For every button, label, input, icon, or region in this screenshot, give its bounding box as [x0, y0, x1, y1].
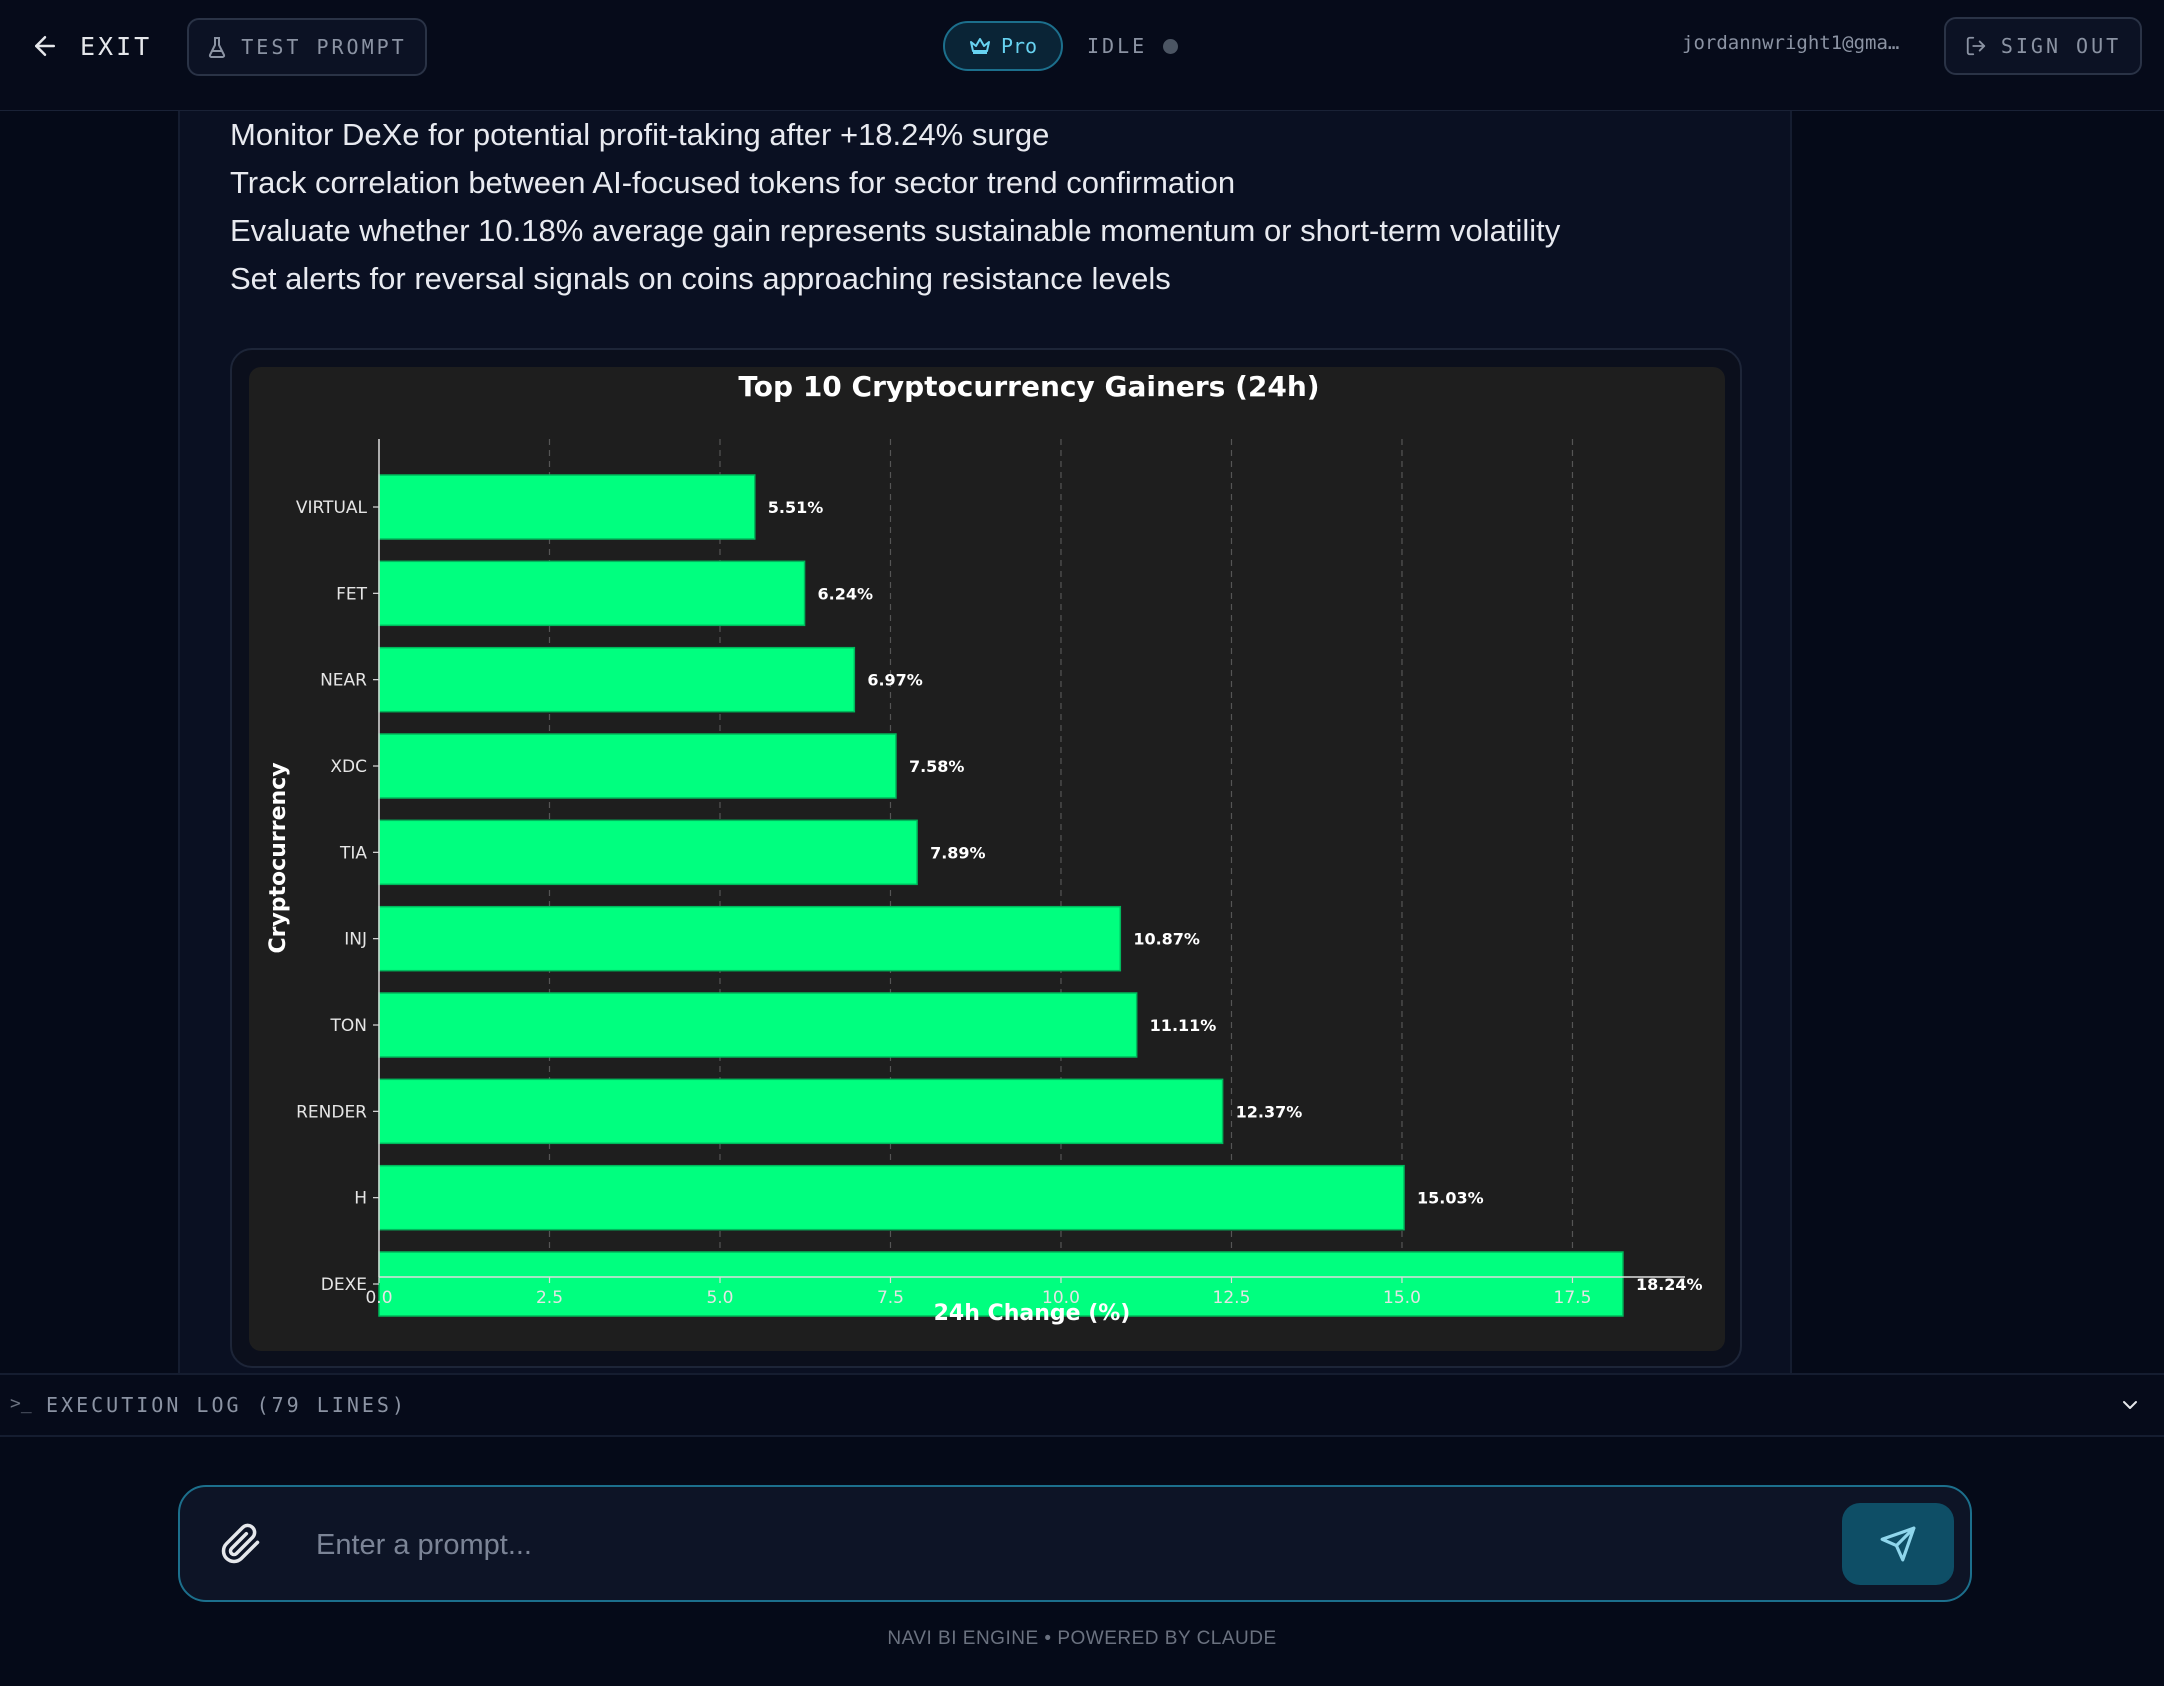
bar — [378, 819, 918, 886]
y-tick-label: XDC — [330, 757, 367, 777]
paperclip-icon[interactable] — [220, 1523, 262, 1565]
y-tick-label: TIA — [339, 843, 367, 863]
status-dot-icon — [1163, 38, 1179, 54]
y-tick-label: INJ — [344, 930, 367, 950]
x-axis-label: 24h Change (%) — [934, 1301, 1131, 1326]
data-label: 5.51% — [768, 498, 824, 517]
flask-icon — [209, 37, 226, 58]
y-tick-label: NEAR — [320, 671, 367, 691]
bar — [378, 1164, 1405, 1231]
top-bar: EXIT TEST PROMPT Pro IDLE jordannwright1… — [0, 0, 2164, 111]
exit-label: EXIT — [80, 31, 153, 61]
bar — [378, 905, 1122, 972]
bar — [378, 560, 806, 627]
x-tick-label: 15.0 — [1383, 1288, 1421, 1308]
data-label: 10.87% — [1133, 930, 1200, 949]
chart-title: Top 10 Cryptocurrency Gainers (24h) — [738, 370, 1319, 403]
crown-icon — [969, 38, 990, 54]
terminal-icon: >_ — [10, 1393, 32, 1414]
sign-out-button[interactable]: SIGN OUT — [1944, 17, 2142, 75]
x-tick-label: 0.0 — [365, 1288, 392, 1308]
execution-log-label: EXECUTION LOG (79 LINES) — [46, 1393, 407, 1417]
exit-button[interactable]: EXIT — [30, 26, 152, 66]
data-label: 15.03% — [1417, 1189, 1484, 1208]
data-label: 6.24% — [818, 584, 874, 603]
y-tick-label: DEXE — [321, 1275, 367, 1295]
bar — [378, 733, 897, 799]
insights-list: Monitor DeXe for potential profit-taking… — [230, 111, 1730, 303]
footer-text: NAVI BI ENGINE • POWERED BY CLAUDE — [887, 1628, 1277, 1649]
y-axis-label: Cryptocurrency — [266, 762, 291, 953]
x-tick-label: 7.5 — [877, 1288, 904, 1308]
data-label: 7.58% — [909, 757, 965, 776]
chart-card: Top 10 Cryptocurrency Gainers (24h) 5.51%… — [230, 348, 1742, 1368]
sign-out-label: SIGN OUT — [2000, 34, 2122, 58]
list-item: Evaluate whether 10.18% average gain rep… — [230, 213, 1561, 248]
y-tick-label: FET — [336, 584, 368, 604]
arrow-left-icon — [35, 36, 55, 56]
list-item: Track correlation between AI-focused tok… — [230, 165, 1236, 200]
test-prompt-button[interactable]: TEST PROMPT — [187, 18, 427, 76]
data-label: 18.24% — [1636, 1275, 1703, 1294]
plan-label: Pro — [1000, 34, 1038, 58]
bar — [378, 1078, 1224, 1145]
bar — [378, 1251, 1624, 1317]
y-tick-label: VIRTUAL — [296, 498, 368, 518]
data-label: 7.89% — [930, 843, 986, 862]
list-item: Monitor DeXe for potential profit-taking… — [230, 117, 1050, 152]
bar — [378, 646, 856, 713]
data-label: 11.11% — [1150, 1016, 1217, 1035]
chevron-down-icon[interactable] — [2118, 1393, 2142, 1417]
chart-container: Top 10 Cryptocurrency Gainers (24h) 5.51%… — [249, 367, 1725, 1351]
bar — [378, 992, 1138, 1058]
y-tick-label: RENDER — [296, 1102, 367, 1122]
x-tick-label: 2.5 — [536, 1288, 563, 1308]
send-icon — [1880, 1526, 1916, 1562]
bar-chart: Top 10 Cryptocurrency Gainers (24h) 5.51%… — [266, 370, 1703, 1326]
status-indicator: IDLE — [1087, 32, 1179, 60]
x-tick-label: 5.0 — [706, 1288, 733, 1308]
send-button[interactable] — [1842, 1503, 1954, 1585]
execution-log-toggle[interactable]: >_ EXECUTION LOG (79 LINES) — [0, 1373, 2164, 1437]
user-email: jordannwright1@gma… — [1682, 32, 1900, 54]
sign-out-icon — [1966, 36, 1985, 56]
list-item: Set alerts for reversal signals on coins… — [230, 261, 1171, 296]
x-tick-label: 12.5 — [1213, 1288, 1251, 1308]
test-prompt-label: TEST PROMPT — [241, 35, 407, 59]
plan-badge[interactable]: Pro — [943, 21, 1063, 71]
bar — [378, 474, 756, 540]
data-label: 12.37% — [1236, 1102, 1303, 1121]
y-tick-label: TON — [330, 1016, 367, 1036]
x-tick-label: 17.5 — [1554, 1288, 1592, 1308]
data-label: 6.97% — [867, 671, 923, 690]
prompt-bar — [178, 1485, 1972, 1602]
x-tick-label: 10.0 — [1042, 1288, 1080, 1308]
y-tick-label: H — [354, 1189, 367, 1209]
status-label: IDLE — [1087, 34, 1148, 58]
response-panel: Monitor DeXe for potential profit-taking… — [178, 111, 1792, 1373]
prompt-input[interactable] — [316, 1517, 1816, 1573]
